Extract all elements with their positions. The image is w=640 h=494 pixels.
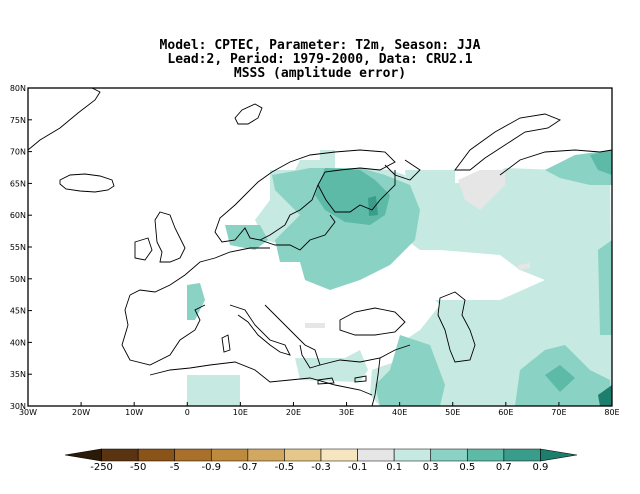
coast-iberia xyxy=(121,294,206,366)
lat-tick-label: 60N xyxy=(10,211,26,220)
coast-white-sea xyxy=(384,159,421,181)
colorbar-label: 0.1 xyxy=(386,462,402,473)
lon-tick-label: 40E xyxy=(392,408,407,417)
coastlines xyxy=(27,87,613,407)
lon-tick-label: 10E xyxy=(233,408,248,417)
colorbar-swatch xyxy=(503,448,541,462)
lon-tick-label: 70E xyxy=(551,408,566,417)
coast-iceland xyxy=(59,173,115,193)
lat-tick-label: 45N xyxy=(10,307,26,316)
colorbar-swatch xyxy=(247,448,285,462)
colorbar-swatch xyxy=(284,448,322,462)
colorbar-label: -0.3 xyxy=(311,462,331,473)
colorbar-label: -0.7 xyxy=(238,462,258,473)
colorbar-label: 0.7 xyxy=(496,462,512,473)
colorbar-label: -0.5 xyxy=(275,462,295,473)
field-light-eastern xyxy=(370,158,612,406)
colorbar-swatch xyxy=(174,448,212,462)
colorbar-label: -0.1 xyxy=(348,462,368,473)
colorbar-swatch xyxy=(101,448,139,462)
lat-tick-label: 70N xyxy=(10,148,26,157)
colorbar-swatch xyxy=(466,448,505,462)
field-mid-central xyxy=(225,225,268,250)
colorbar-label: -5 xyxy=(170,462,180,473)
colorbar-label: 0.3 xyxy=(423,462,439,473)
msss-field xyxy=(187,150,612,406)
coast-balkans-greece xyxy=(264,304,321,369)
lon-tick-label: 30E xyxy=(339,408,354,417)
lat-tick-label: 40N xyxy=(10,338,26,347)
coast-greenland xyxy=(27,87,101,151)
field-mid-west xyxy=(187,283,205,320)
colorbar-label: 0.5 xyxy=(459,462,475,473)
lat-tick-label: 35N xyxy=(10,370,26,379)
field-mid-east xyxy=(598,240,612,335)
coast-sardinia xyxy=(221,334,231,353)
lat-tick-label: 65N xyxy=(10,179,26,188)
colorbar-label: -50 xyxy=(130,462,146,473)
lon-tick-label: 60E xyxy=(498,408,513,417)
lat-tick-label: 30N xyxy=(10,402,26,411)
lon-tick-label: 20E xyxy=(286,408,301,417)
coast-caspian xyxy=(437,291,476,363)
coast-levant xyxy=(371,357,381,407)
lon-tick-label: 30W xyxy=(19,408,37,417)
coast-turkey xyxy=(319,344,411,366)
coast-continental-europe xyxy=(129,247,270,296)
colorbar-swatch xyxy=(540,448,578,462)
coast-crete xyxy=(317,377,335,385)
coast-svalbard xyxy=(234,103,263,125)
field-mid-se xyxy=(375,335,445,406)
coast-kara xyxy=(499,149,613,176)
field-dark-sw-asia xyxy=(545,365,575,392)
field-dark-ne xyxy=(590,150,612,175)
colorbar-swatch xyxy=(137,448,176,462)
field-grey-small xyxy=(518,263,530,270)
colorbar-label: 0.9 xyxy=(532,462,548,473)
colorbar-swatch xyxy=(430,448,468,462)
title-line-2: Lead:2, Period: 1979-2000, Data: CRU2.1 xyxy=(167,52,473,67)
coast-ireland xyxy=(134,237,153,261)
field-darkest-se-corner xyxy=(598,385,612,406)
colorbar-swatch xyxy=(64,448,102,462)
lat-tick-label: 55N xyxy=(10,243,26,252)
colorbar-swatch xyxy=(357,448,395,462)
field-darkest-finland xyxy=(368,196,378,216)
colorbar-swatch xyxy=(393,448,432,462)
coast-italy xyxy=(229,304,291,356)
lat-tick-label: 75N xyxy=(10,116,26,125)
coast-uk xyxy=(154,211,186,263)
colorbar: -250 -50 -5 -0.9 -0.7 -0.5 -0.3 -0.1 0.1 0.3 0.5 0.… xyxy=(64,448,578,473)
coast-black-sea xyxy=(339,307,406,336)
coast-finland-gulf xyxy=(317,170,396,213)
title-line-3: MSSS (amplitude error) xyxy=(233,66,407,81)
colorbar-swatch xyxy=(320,448,358,462)
colorbar-swatch xyxy=(210,448,249,462)
lon-tick-label: 80E xyxy=(604,408,619,417)
field-light-mediterranean xyxy=(187,375,240,406)
title-line-1: Model: CPTEC, Parameter: T2m, Season: JJ… xyxy=(159,38,481,53)
coast-baltic xyxy=(259,214,336,251)
lon-tick-label: 0 xyxy=(185,408,190,417)
lon-tick-label: 50E xyxy=(445,408,460,417)
lon-tick-label: 10W xyxy=(125,408,143,417)
coast-novaya-zemlya xyxy=(454,113,561,171)
coast-cyprus xyxy=(354,375,367,383)
colorbar-label: -250 xyxy=(90,462,113,473)
colorbar-label: -0.9 xyxy=(202,462,222,473)
lon-tick-label: 20W xyxy=(72,408,90,417)
field-light-balkans xyxy=(295,350,368,382)
lat-tick-label: 80N xyxy=(10,84,26,93)
coast-norway-sweden xyxy=(214,149,396,243)
lat-tick-label: 50N xyxy=(10,275,26,284)
coast-north-africa xyxy=(149,361,373,396)
field-grey-sea xyxy=(305,323,325,328)
field-grey-siberia xyxy=(458,170,505,210)
